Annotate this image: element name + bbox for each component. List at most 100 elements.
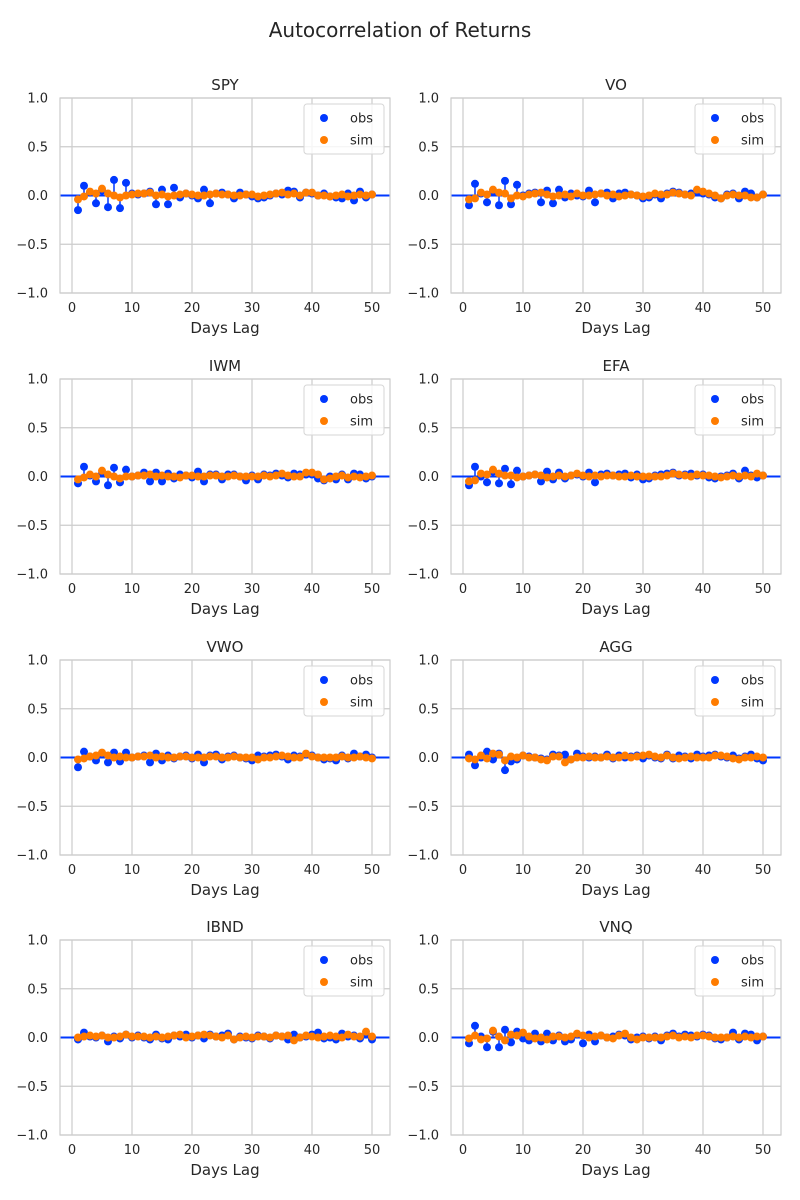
sim-point bbox=[176, 190, 184, 199]
sim-point bbox=[507, 194, 515, 203]
sim-point bbox=[567, 755, 575, 764]
sim-point bbox=[146, 470, 154, 479]
sim-point bbox=[308, 188, 316, 197]
sim-point bbox=[507, 471, 515, 480]
sim-point bbox=[621, 1029, 629, 1038]
legend-label: sim bbox=[741, 696, 764, 711]
sim-point bbox=[302, 1031, 310, 1040]
obs-point bbox=[110, 175, 118, 184]
y-tick-label: 0.5 bbox=[418, 140, 439, 155]
sim-point bbox=[158, 752, 166, 761]
sim-point bbox=[555, 1032, 563, 1041]
sim-point bbox=[266, 190, 274, 199]
sim-point bbox=[266, 753, 274, 762]
legend-marker-obs bbox=[320, 114, 328, 122]
sim-point bbox=[368, 471, 376, 480]
sim-point bbox=[86, 470, 94, 479]
sim-point bbox=[326, 192, 334, 201]
sim-point bbox=[266, 472, 274, 481]
sim-point bbox=[627, 190, 635, 199]
sim-point bbox=[717, 473, 725, 482]
x-tick-label: 30 bbox=[244, 582, 261, 597]
sim-point bbox=[116, 752, 124, 761]
sim-point bbox=[711, 191, 719, 200]
x-tick-label: 30 bbox=[244, 301, 261, 316]
plot-frame bbox=[59, 939, 391, 1136]
sim-point bbox=[759, 190, 767, 199]
sim-point bbox=[176, 473, 184, 482]
sim-point bbox=[585, 752, 593, 761]
obs-point bbox=[513, 466, 521, 475]
sim-point bbox=[260, 471, 268, 480]
sim-point bbox=[657, 472, 665, 481]
sim-point bbox=[230, 471, 238, 480]
sim-point bbox=[501, 1036, 509, 1045]
sim-point bbox=[86, 187, 94, 196]
y-tick-label: −1.0 bbox=[407, 1129, 439, 1144]
obs-point bbox=[555, 185, 563, 194]
sim-point bbox=[753, 1032, 761, 1041]
sim-point bbox=[158, 471, 166, 480]
sim-point bbox=[320, 753, 328, 762]
x-tick-label: 0 bbox=[68, 301, 76, 316]
sim-point bbox=[471, 194, 479, 203]
x-tick-label: 50 bbox=[755, 582, 772, 597]
x-axis-label: Days Lag bbox=[581, 319, 650, 337]
y-tick-label: −1.0 bbox=[16, 1129, 48, 1144]
obs-point bbox=[471, 761, 479, 770]
sim-point bbox=[693, 1031, 701, 1040]
sim-point bbox=[74, 1033, 82, 1042]
obs-point bbox=[543, 1029, 551, 1038]
x-tick-label: 40 bbox=[695, 582, 712, 597]
subplot-title: EFA bbox=[603, 357, 631, 375]
x-axis-label: Days Lag bbox=[190, 319, 259, 337]
y-tick-label: −0.5 bbox=[407, 800, 439, 815]
sim-point bbox=[140, 1032, 148, 1041]
sim-point bbox=[711, 751, 719, 760]
obs-point bbox=[513, 180, 521, 189]
sim-point bbox=[735, 1033, 743, 1042]
y-tick-label: −1.0 bbox=[407, 287, 439, 302]
sim-point bbox=[609, 1034, 617, 1043]
sim-point bbox=[86, 1031, 94, 1040]
sim-point bbox=[465, 477, 473, 486]
sim-point bbox=[278, 1032, 286, 1041]
x-tick-label: 50 bbox=[364, 863, 381, 878]
sim-point bbox=[717, 751, 725, 760]
y-tick-label: 1.0 bbox=[418, 373, 439, 388]
sim-point bbox=[687, 752, 695, 761]
sim-point bbox=[254, 472, 262, 481]
sim-point bbox=[711, 1033, 719, 1042]
sim-point bbox=[657, 190, 665, 199]
sim-point bbox=[314, 191, 322, 200]
x-tick-label: 50 bbox=[364, 582, 381, 597]
obs-point bbox=[465, 201, 473, 210]
sim-point bbox=[549, 1032, 557, 1041]
sim-point bbox=[693, 753, 701, 762]
x-tick-label: 40 bbox=[304, 863, 321, 878]
obs-point bbox=[200, 185, 208, 194]
sim-point bbox=[627, 471, 635, 480]
sim-point bbox=[134, 1032, 142, 1041]
legend-label: sim bbox=[741, 976, 764, 991]
sim-point bbox=[194, 191, 202, 200]
plot-frame bbox=[450, 939, 782, 1136]
plot-frame bbox=[59, 97, 391, 294]
sim-point bbox=[555, 752, 563, 761]
sim-point bbox=[326, 1031, 334, 1040]
sim-point bbox=[741, 1032, 749, 1041]
sim-point bbox=[308, 752, 316, 761]
sim-point bbox=[92, 472, 100, 481]
sim-point bbox=[266, 1033, 274, 1042]
legend-marker-sim bbox=[711, 698, 719, 706]
sim-point bbox=[699, 187, 707, 196]
sim-point bbox=[128, 753, 136, 762]
subplot-title: VWO bbox=[207, 638, 244, 656]
y-tick-label: 0.0 bbox=[27, 470, 48, 485]
sim-point bbox=[296, 191, 304, 200]
sim-point bbox=[591, 190, 599, 199]
sim-point bbox=[717, 194, 725, 203]
y-tick-label: −0.5 bbox=[16, 238, 48, 253]
obs-point bbox=[122, 178, 130, 187]
sim-point bbox=[531, 1034, 539, 1043]
